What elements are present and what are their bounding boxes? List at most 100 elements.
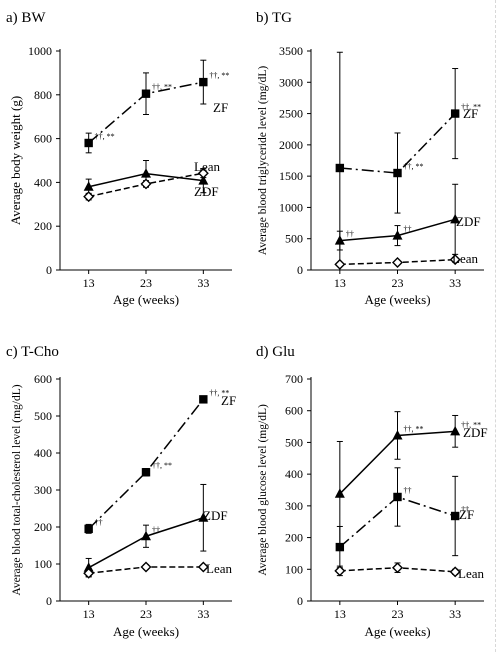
data-point xyxy=(392,257,403,268)
y-tick-label: 200 xyxy=(34,219,52,233)
data-point xyxy=(393,492,402,502)
data-point xyxy=(199,395,208,404)
x-tick-label: 13 xyxy=(334,607,346,621)
data-point xyxy=(199,77,208,87)
y-tick-label: 300 xyxy=(34,483,52,497)
series-line xyxy=(339,113,456,174)
panel-tcho: c) T-Cho 0 100 200 300 400 500 600 13 23 33 Age (we… xyxy=(6,344,236,639)
data-point xyxy=(83,181,94,191)
data-point xyxy=(450,511,460,521)
y-tick-label: 0 xyxy=(46,594,52,608)
panel-glu: d) Glu 0 100 200 300 400 500 600 700 13 23 33 Age (w… xyxy=(256,344,488,639)
data-point xyxy=(140,178,152,190)
y-tick-label: 600 xyxy=(34,372,52,386)
y-tick-label: 0 xyxy=(297,594,303,608)
data-point xyxy=(141,468,151,477)
data-point xyxy=(450,425,461,436)
series-label: ZF xyxy=(463,106,478,121)
data-point xyxy=(392,562,403,574)
data-point xyxy=(335,163,345,173)
y-tick-label: 400 xyxy=(34,175,52,189)
y-tick-label: 800 xyxy=(34,88,52,102)
y-tick-label: 1000 xyxy=(279,200,303,214)
series-zdf: †† ZDF xyxy=(83,483,228,578)
y-tick-label: 2000 xyxy=(279,138,303,152)
data-point xyxy=(197,167,209,179)
panel-title: a) BW xyxy=(6,10,46,26)
series-lean: Lean xyxy=(334,251,478,270)
panel-tg: b) TG 0 500 1000 1500 2000 2500 3000 3500 13 23 33 A… xyxy=(256,10,484,307)
significance-mark: ††, ** xyxy=(152,83,172,92)
x-tick-label: 33 xyxy=(449,607,461,621)
data-point xyxy=(197,561,209,573)
series-label: ZDF xyxy=(203,508,228,523)
y-tick-label: 2500 xyxy=(279,107,303,121)
series-lean: Lean xyxy=(334,562,484,581)
y-tick-label: 500 xyxy=(285,435,303,449)
page-edge xyxy=(495,0,500,652)
series-zdf: ††, ** ††, **ZDF xyxy=(334,411,488,547)
significance-mark: ††, ** xyxy=(404,424,424,433)
series-zf: ††††, **††, **ZF xyxy=(84,388,236,534)
x-tick-label: 33 xyxy=(197,276,209,290)
data-point xyxy=(141,530,151,541)
x-tick-label: 13 xyxy=(83,607,95,621)
series-zf: ††, ** ††, ** ††, ** ZF xyxy=(84,59,229,154)
y-tick-label: 500 xyxy=(34,409,52,423)
series-label: Lean xyxy=(206,561,232,576)
y-tick-label: 3000 xyxy=(279,75,303,89)
significance-mark: ††, ** xyxy=(461,420,481,429)
y-tick-label: 1500 xyxy=(279,169,303,183)
series-label: ZF xyxy=(459,507,474,522)
series-label: Lean xyxy=(452,251,478,266)
y-tick-label: 3500 xyxy=(279,44,303,58)
data-point xyxy=(449,254,461,266)
data-point xyxy=(83,567,95,579)
y-tick-label: 400 xyxy=(285,467,303,481)
x-tick-label: 23 xyxy=(392,276,404,290)
panel-title: c) T-Cho xyxy=(6,344,59,360)
y-tick-label: 0 xyxy=(297,263,303,277)
series-zf: ††††ZF xyxy=(335,467,474,569)
data-point xyxy=(450,109,460,118)
series-label: ZDF xyxy=(456,214,481,229)
y-axis-label: Average blood total-cholesterol level (m… xyxy=(11,384,23,595)
y-tick-label: 0 xyxy=(46,263,52,277)
data-point xyxy=(84,524,93,534)
x-tick-label: 23 xyxy=(140,607,152,621)
significance-mark: †† xyxy=(95,518,103,527)
x-axis-label: Age (weeks) xyxy=(113,292,179,307)
panel-title: b) TG xyxy=(256,10,292,26)
data-point xyxy=(140,561,152,573)
y-tick-label: 400 xyxy=(34,446,52,460)
significance-mark: ††, ** xyxy=(404,162,424,171)
data-point xyxy=(141,89,151,98)
series-lean: Lean xyxy=(83,561,232,579)
x-axis-label: Age (weeks) xyxy=(113,624,179,639)
data-point xyxy=(450,213,461,224)
data-point xyxy=(141,168,151,178)
data-point xyxy=(392,230,403,240)
panel-bw: a) BW 0 200 400 600 800 1000 13 23 33 Age (weeks) A… xyxy=(6,10,232,307)
y-tick-label: 700 xyxy=(285,372,303,386)
y-axis-label: Average body weight (g) xyxy=(8,96,23,225)
data-point xyxy=(334,565,346,577)
panel-title: d) Glu xyxy=(256,344,295,360)
data-point xyxy=(84,138,93,148)
y-axis-label: Average blood triglyceride level (mg/dL) xyxy=(257,66,269,256)
y-tick-label: 600 xyxy=(34,132,52,146)
data-point xyxy=(198,512,209,522)
data-point xyxy=(198,175,209,185)
data-point xyxy=(335,542,345,552)
significance-mark: †† xyxy=(404,486,412,495)
y-tick-label: 100 xyxy=(285,562,303,576)
x-tick-label: 33 xyxy=(449,276,461,290)
y-tick-label: 100 xyxy=(34,557,52,571)
y-tick-label: 600 xyxy=(285,404,303,418)
significance-mark: †† xyxy=(404,225,412,234)
series-zdf: †† †† ZDF xyxy=(334,183,481,255)
series-label: Lean xyxy=(194,159,220,174)
y-axis-label: Average blood glucose level (mg/dL) xyxy=(257,404,269,576)
series-lean: Lean xyxy=(83,159,220,203)
